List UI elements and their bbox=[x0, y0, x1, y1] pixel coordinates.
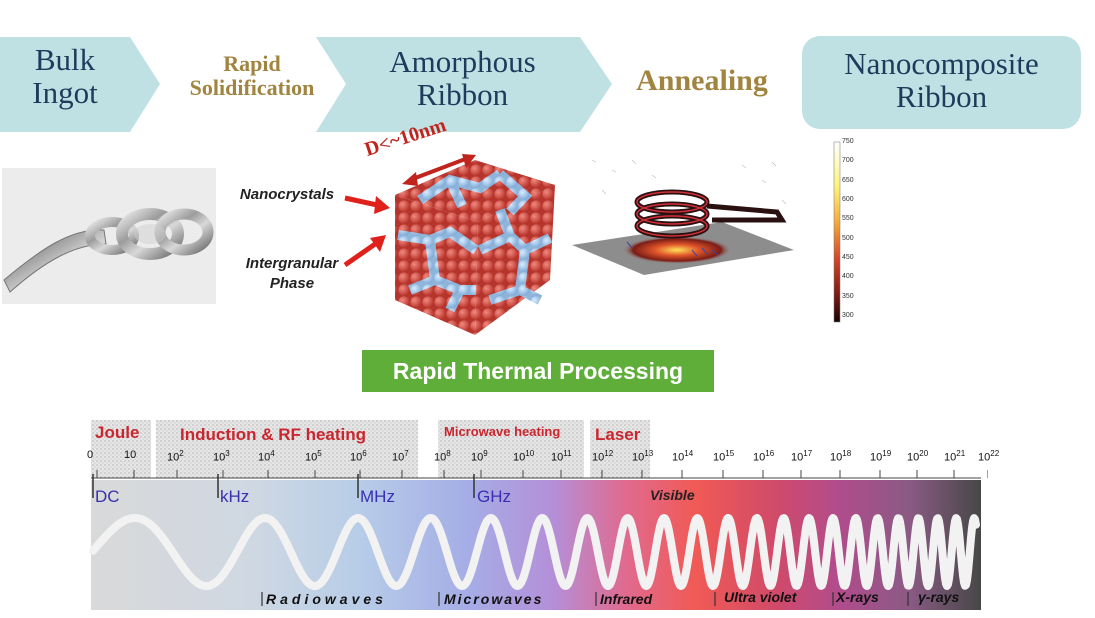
scale-label: 1016 bbox=[753, 449, 775, 464]
process-flow bbox=[0, 36, 1081, 132]
induction-coil-simulation bbox=[572, 159, 794, 275]
nanocrystal-cube bbox=[395, 154, 555, 335]
induction-rf-label: Induction & RF heating bbox=[180, 425, 367, 444]
scale-label: 108 bbox=[434, 449, 451, 464]
colorbar-tick: 550 bbox=[842, 215, 854, 223]
scale-label: 1012 bbox=[592, 449, 614, 464]
colorbar-tick: 750 bbox=[842, 138, 854, 145]
scale-label: 107 bbox=[392, 449, 409, 464]
scale-label: 106 bbox=[350, 449, 367, 464]
microwaves-label: Microwaves bbox=[444, 591, 544, 607]
annealing-label: Annealing bbox=[636, 64, 768, 97]
colorbar-tick: 500 bbox=[842, 234, 854, 242]
amorphous-ribbon-label: Amorphous Ribbon bbox=[389, 44, 536, 112]
scale-label: 1010 bbox=[513, 449, 535, 464]
rapid-thermal-processing-banner: Rapid Thermal Processing bbox=[362, 350, 714, 392]
scale-label: 1013 bbox=[632, 449, 654, 464]
infrared-label: Infrared bbox=[600, 591, 653, 607]
scale-label: 1019 bbox=[870, 449, 892, 464]
colorbar-tick: 300 bbox=[842, 312, 854, 319]
colorbar-tick: 600 bbox=[842, 196, 854, 203]
nanocrystals-label: Nanocrystals bbox=[239, 186, 335, 203]
gamma-rays-label: γ-rays bbox=[918, 589, 960, 605]
scale-label: 105 bbox=[305, 449, 322, 464]
scale-label: 1011 bbox=[551, 449, 572, 464]
ultraviolet-label: Ultra violet bbox=[724, 589, 797, 605]
scale-label: 1018 bbox=[830, 449, 852, 464]
scale-label: 104 bbox=[258, 449, 275, 464]
induction-zone bbox=[156, 420, 418, 478]
nanocomposite-ribbon-label: Nanocomposite Ribbon bbox=[844, 46, 1039, 114]
ribbon-photo bbox=[2, 168, 216, 304]
microwave-zone bbox=[438, 420, 584, 478]
scale-label: 109 bbox=[471, 449, 488, 464]
ghz-label: GHz bbox=[477, 487, 511, 506]
radiowaves-label: Radiowaves bbox=[266, 591, 387, 607]
laser-label: Laser bbox=[595, 425, 641, 444]
nanocomposite-ribbon-box bbox=[802, 36, 1081, 129]
xrays-label: X-rays bbox=[836, 589, 879, 605]
bulk-ingot-arrow-shape bbox=[0, 37, 160, 132]
intergranular-phase-label: Intergranular Phase bbox=[245, 255, 339, 293]
joule-zone bbox=[91, 420, 151, 478]
visible-label: Visible bbox=[650, 487, 695, 503]
colorbar-tick: 400 bbox=[842, 273, 854, 281]
scale-label: 102 bbox=[167, 449, 184, 464]
scale-label: 1020 bbox=[907, 449, 929, 464]
scale-label: 10 bbox=[124, 449, 137, 461]
scale-label: 1017 bbox=[791, 449, 813, 464]
mhz-label: MHz bbox=[360, 487, 395, 506]
microwave-heating-label: Microwave heating bbox=[444, 424, 561, 439]
scale-label: 1014 bbox=[672, 449, 694, 464]
rapid-solidification-label: Rapid Solidification bbox=[189, 51, 315, 101]
laser-zone bbox=[590, 420, 650, 478]
colorbar-tick: 450 bbox=[842, 254, 854, 261]
colorbar-tick: 350 bbox=[842, 292, 854, 300]
colorbar-tick: 650 bbox=[842, 176, 854, 184]
scale-label: 0 bbox=[87, 449, 94, 461]
temperature-colorbar bbox=[833, 141, 841, 323]
bulk-ingot-label: Bulk Ingot bbox=[32, 42, 98, 110]
khz-label: kHz bbox=[220, 487, 250, 506]
label-pointer-arrows bbox=[343, 195, 390, 268]
scale-label: 1022 bbox=[978, 449, 1000, 464]
joule-label: Joule bbox=[95, 423, 140, 442]
scale-label: 103 bbox=[213, 449, 230, 464]
em-spectrum bbox=[89, 420, 988, 610]
dc-label: DC bbox=[95, 487, 120, 506]
scale-label: 1015 bbox=[713, 449, 735, 464]
scale-label: 1021 bbox=[944, 449, 966, 464]
wave-line bbox=[89, 514, 980, 590]
colorbar-tick: 700 bbox=[842, 157, 854, 165]
amorphous-ribbon-arrow-shape bbox=[316, 37, 612, 132]
